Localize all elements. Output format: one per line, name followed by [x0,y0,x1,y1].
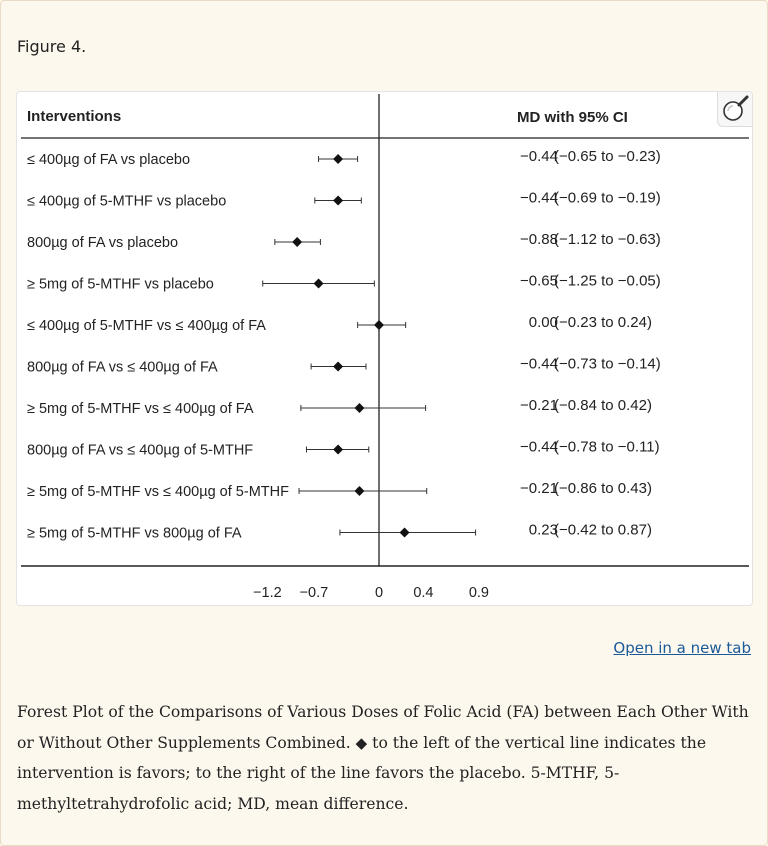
row-label: ≥ 5mg of 5-MTHF vs 800µg of FA [27,526,242,542]
row-label: ≥ 5mg of 5-MTHF vs ≤ 400µg of FA [27,401,254,417]
row-label: ≤ 400µg of FA vs placebo [27,152,190,168]
ci-value: (−0.69 to −0.19) [554,190,661,207]
x-tick-label: −1.2 [253,585,282,601]
ci-value: (−0.65 to −0.23) [554,148,661,165]
open-in-new-tab-link[interactable]: Open in a new tab [613,639,751,657]
md-value: −0.88 [520,231,558,248]
forest-row: ≤ 400µg of 5-MTHF vs placebo −0.44(−0.69 … [27,190,661,210]
figure-label: Figure 4. [17,37,87,56]
md-value: 0.00 [529,314,558,331]
x-tick-label: 0.9 [469,585,489,601]
ci-value: (−1.12 to −0.63) [554,231,661,248]
ticks-layer: −1.2 −0.7 0 0.4 0.9 [253,585,489,601]
header-md-ci: MD with 95% CI [517,109,628,126]
forest-row: ≥ 5mg of 5-MTHF vs ≤ 400µg of FA −0.21(−0… [27,397,652,417]
md-point [292,237,303,247]
md-value: −0.44 [520,190,558,207]
row-label: ≥ 5mg of 5-MTHF vs ≤ 400µg of 5-MTHF [27,484,289,500]
md-value: −0.44 [520,439,558,456]
row-label: ≥ 5mg of 5-MTHF vs placebo [27,277,214,293]
row-label: 800µg of FA vs placebo [27,235,178,251]
md-value: −0.65 [520,273,558,290]
md-point [333,154,344,164]
forest-row: 800µg of FA vs placebo −0.88(−1.12 to −0.… [27,231,661,251]
forest-row: ≤ 400µg of FA vs placebo −0.44(−0.65 to −… [27,148,661,168]
md-point [354,403,365,413]
forest-row: 800µg of FA vs ≤ 400µg of FA −0.44(−0.73 … [27,356,661,376]
md-value: −0.21 [520,397,558,414]
ci-value: (−0.73 to −0.14) [554,356,661,373]
md-point [333,444,344,455]
md-point [313,278,324,289]
ci-value: (−0.78 to −0.11) [554,439,660,456]
ci-value: (−0.23 to 0.24) [554,314,652,331]
ci-value: (−0.42 to 0.87) [554,522,652,539]
zoom-button[interactable] [717,92,752,127]
x-tick-label: −0.7 [300,585,329,601]
row-label: 800µg of FA vs ≤ 400µg of FA [27,360,218,376]
forest-row: ≤ 400µg of 5-MTHF vs ≤ 400µg of FA 0.00(−… [27,314,652,334]
md-point [333,361,344,372]
md-value: −0.21 [520,480,558,497]
forest-row: 800µg of FA vs ≤ 400µg of 5-MTHF −0.44(−0… [27,439,660,459]
caption-text-1: Forest Plot of the Comparisons of Variou… [17,703,749,752]
md-point [354,486,365,496]
forest-plot-panel: Interventions MD with 95% CI ≤ 400µg of … [16,91,753,606]
figure-caption: Forest Plot of the Comparisons of Variou… [17,697,752,819]
ci-value: (−0.86 to 0.43) [554,480,652,497]
forest-plot-svg: Interventions MD with 95% CI ≤ 400µg of … [21,94,749,601]
ci-value: (−0.84 to 0.42) [554,397,652,414]
caption-text-2: to the left of the vertical line indicat… [17,733,707,813]
md-value: −0.44 [520,356,558,373]
md-value: 0.23 [529,522,558,539]
md-point [374,320,384,330]
md-value: −0.44 [520,148,558,165]
forest-row: ≥ 5mg of 5-MTHF vs placebo −0.65(−1.25 to… [27,273,661,293]
md-point [399,527,410,538]
md-point [333,195,344,206]
forest-row: ≥ 5mg of 5-MTHF vs ≤ 400µg of 5-MTHF −0.2… [27,480,652,500]
forest-row: ≥ 5mg of 5-MTHF vs 800µg of FA 0.23(−0.42… [27,522,652,542]
ci-value: (−1.25 to −0.05) [554,273,661,290]
row-label: 800µg of FA vs ≤ 400µg of 5-MTHF [27,443,253,459]
diamond-icon: ◆ [355,733,368,752]
x-tick-label: 0.4 [413,585,433,601]
row-label: ≤ 400µg of 5-MTHF vs ≤ 400µg of FA [27,318,266,334]
header-interventions: Interventions [27,108,121,125]
magnifier-icon [723,95,749,121]
rows-layer: ≤ 400µg of FA vs placebo −0.44(−0.65 to −… [27,148,661,542]
row-label: ≤ 400µg of 5-MTHF vs placebo [27,194,226,210]
x-tick-label: 0 [375,585,383,601]
